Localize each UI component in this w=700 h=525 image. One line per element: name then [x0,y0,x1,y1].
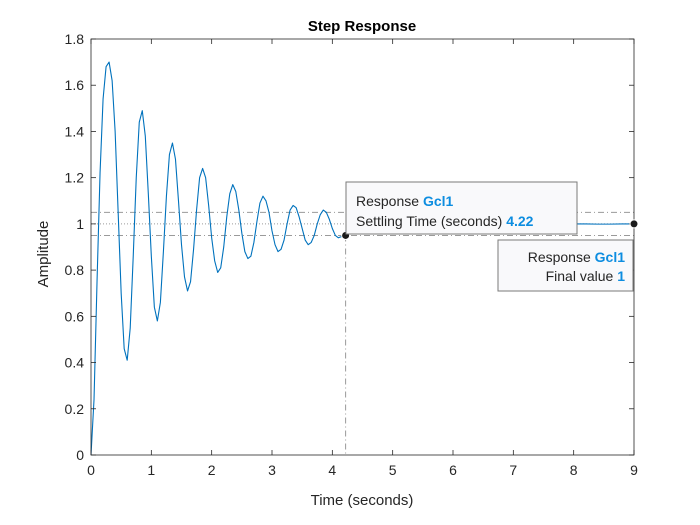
x-tick-label-5: 5 [389,462,397,478]
final-value-datatip-line2: Final value 1 [546,268,626,284]
x-tick-label-4: 4 [328,462,336,478]
axes-frame [90,38,635,456]
settling-time-datatip-label1: Response [356,193,419,209]
y-tick-label-5: 1 [76,216,84,232]
y-tick-label-9: 1.8 [65,31,85,47]
y-tick-label-4: 0.8 [65,262,85,278]
final-value-datatip-box [497,239,634,292]
axes-box [90,38,635,456]
final-value-datatip-value1: Gcl1 [595,249,626,265]
x-tick-label-1: 1 [147,462,155,478]
y-tick-label-8: 1.6 [65,77,85,93]
y-axis-label: Amplitude [35,221,52,288]
y-tick-label-1: 0.2 [65,401,85,417]
datatip-marker-1[interactable] [629,219,639,229]
settling-time-datatip-value1: Gcl1 [423,193,454,209]
x-tick-label-0: 0 [87,462,95,478]
x-tick-label-6: 6 [449,462,457,478]
y-tick-label-7: 1.4 [65,123,85,139]
y-tick-label-6: 1.2 [65,170,85,186]
x-tick-label-2: 2 [208,462,216,478]
x-tick-label-8: 8 [570,462,578,478]
x-tick-label-3: 3 [268,462,276,478]
final-value-datatip-value2: 1 [617,268,625,284]
x-axis-label: Time (seconds) [311,492,414,509]
final-value-datatip-label2: Final value [546,268,614,284]
y-tick-label-0: 0 [76,447,84,463]
settling-time-datatip[interactable]: Response Gcl1 Settling Time (seconds) 4.… [345,181,578,235]
chart-title: Step Response [308,18,416,35]
settling-time-datatip-line1: Response Gcl1 [356,193,454,209]
x-tick-label-9: 9 [630,462,638,478]
y-tick-labels: 0 0.2 0.4 0.6 0.8 1 1.2 1.4 1.6 1.8 [65,31,85,463]
y-tick-label-2: 0.4 [65,355,85,371]
x-tick-label-7: 7 [509,462,517,478]
final-value-datatip-line1: Response Gcl1 [528,249,626,265]
final-value-datatip[interactable]: Response Gcl1 Final value 1 [497,239,634,292]
markers-layer [341,219,639,240]
guide-lines [91,211,634,455]
settling-time-datatip-line2: Settling Time (seconds) 4.22 [356,213,534,229]
settling-time-datatip-box [345,181,578,235]
y-tick-label-3: 0.6 [65,308,85,324]
final-value-datatip-label1: Response [528,249,591,265]
settling-time-datatip-label2: Settling Time (seconds) [356,213,502,229]
x-tick-labels: 0 1 2 3 4 5 6 7 8 9 [87,462,638,478]
settling-time-datatip-value2: 4.22 [506,213,533,229]
